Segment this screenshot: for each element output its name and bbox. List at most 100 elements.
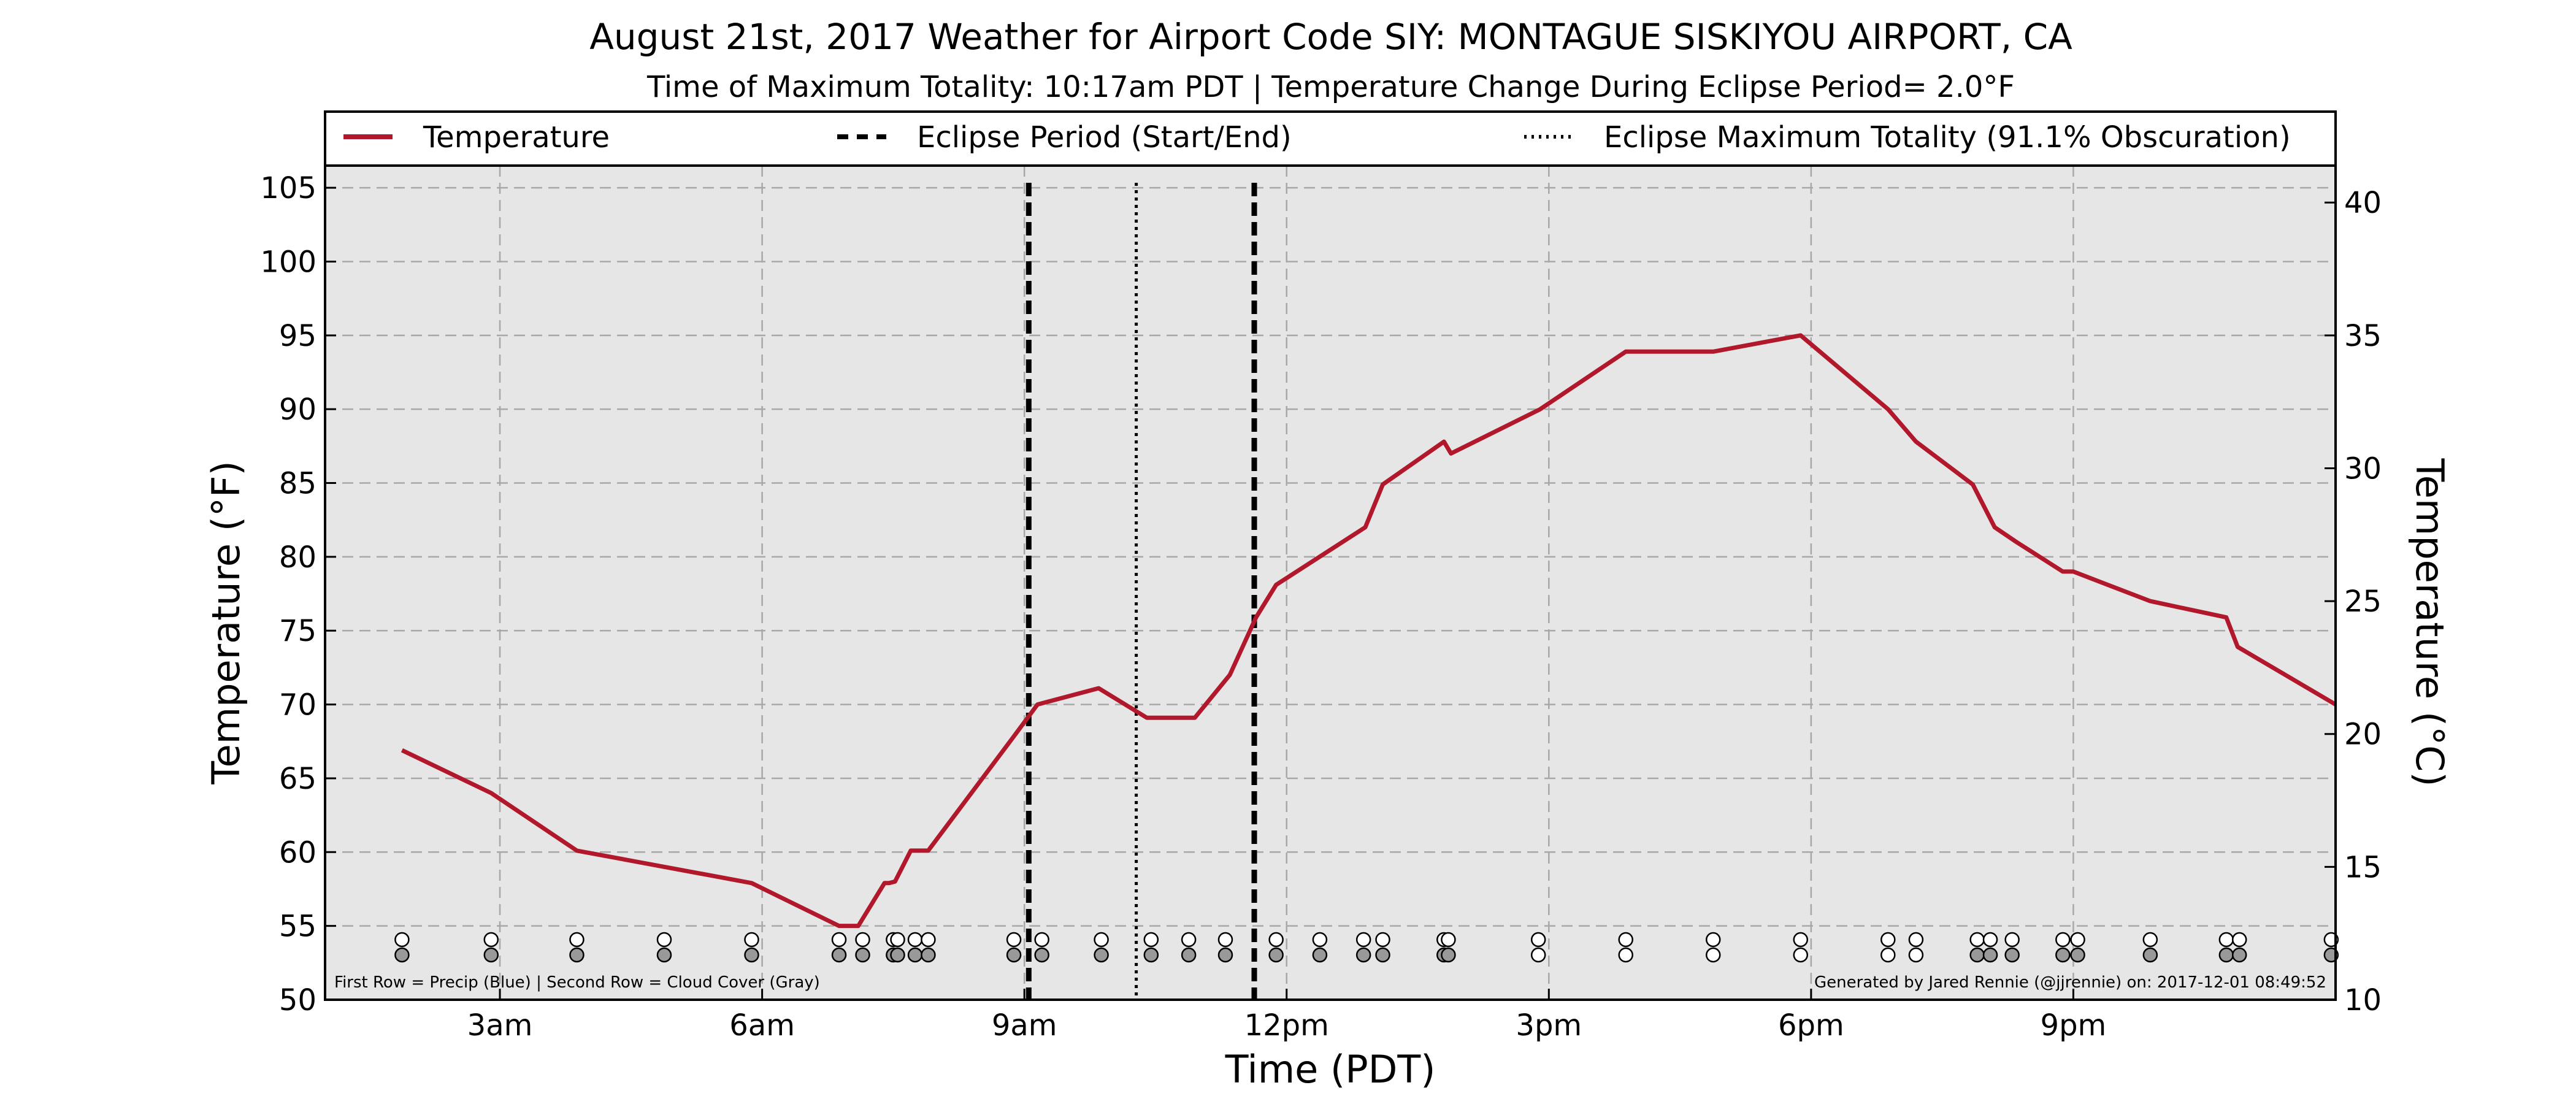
cloud-marker	[2055, 947, 2071, 963]
cloud-marker	[744, 947, 759, 963]
cloud-marker	[2231, 947, 2247, 963]
precip-marker	[394, 932, 410, 948]
precip-marker	[1618, 932, 1633, 948]
cloud-marker	[1143, 947, 1159, 963]
grid-lines	[325, 166, 2336, 1000]
x-tick-label: 12pm	[1244, 1008, 1329, 1043]
y-tick-label: 55	[279, 910, 316, 944]
precip-marker	[890, 932, 905, 948]
temperature-line	[401, 333, 2337, 929]
cloud-marker-clear	[1618, 947, 1633, 963]
y-right-tick-label: 40	[2344, 186, 2382, 220]
precip-marker	[855, 932, 870, 948]
chart-subtitle: Time of Maximum Totality: 10:17am PDT | …	[646, 70, 2015, 104]
y-right-tick-label: 20	[2344, 718, 2382, 752]
cloud-marker	[890, 947, 905, 963]
x-tick-label: 6am	[729, 1008, 795, 1043]
precip-marker	[2004, 932, 2020, 948]
cloud-marker	[855, 947, 870, 963]
cloud-marker	[1355, 947, 1371, 963]
precip-marker	[1793, 932, 1809, 948]
cloud-marker-clear	[1705, 947, 1721, 963]
y-tick-label: 85	[279, 467, 316, 501]
legend-label-temperature: Temperature	[423, 120, 610, 155]
cloud-marker-clear	[1530, 947, 1546, 963]
y-tick-label: 75	[279, 614, 316, 648]
precip-marker	[656, 932, 672, 948]
cloud-marker	[2218, 947, 2234, 963]
y-tick-label: 95	[279, 319, 316, 353]
precip-marker	[1441, 932, 1456, 948]
cloud-marker	[569, 947, 585, 963]
precip-marker	[1355, 932, 1371, 948]
cloud-marker	[2070, 947, 2085, 963]
precip-marker	[1143, 932, 1159, 948]
precip-marker	[1094, 932, 1109, 948]
precip-marker	[1268, 932, 1284, 948]
precip-marker	[831, 932, 847, 948]
precip-marker	[483, 932, 499, 948]
y-tick-label: 105	[260, 171, 316, 205]
y-axis-label-right: Temperature (°C)	[2407, 458, 2452, 786]
y-tick-label: 80	[279, 540, 316, 575]
legend-label-eclipse-max: Eclipse Maximum Totality (91.1% Obscurat…	[1604, 120, 2291, 155]
cloud-marker	[2004, 947, 2020, 963]
x-tick-label: 9pm	[2041, 1008, 2107, 1043]
y-tick-label: 90	[279, 393, 316, 427]
x-tick-label: 9am	[992, 1008, 1057, 1043]
y-tick-label: 50	[279, 983, 316, 1018]
y-axis-label-left: Temperature (°F)	[204, 461, 248, 784]
cloud-marker	[1034, 947, 1049, 963]
precip-marker	[1908, 932, 1924, 948]
y-right-tick-label: 35	[2344, 319, 2382, 353]
x-tick-label: 6pm	[1778, 1008, 1844, 1043]
y-right-tick-label: 30	[2344, 451, 2382, 486]
observation-rows	[394, 932, 2339, 963]
cloud-marker	[1181, 947, 1197, 963]
cloud-marker-clear	[1880, 947, 1896, 963]
cloud-marker	[656, 947, 672, 963]
cloud-marker	[921, 947, 936, 963]
cloud-marker	[1375, 947, 1390, 963]
eclipse-markers	[1025, 183, 1257, 1000]
precip-marker	[1217, 932, 1233, 948]
cloud-marker	[1312, 947, 1328, 963]
precip-marker	[1181, 932, 1197, 948]
precip-marker	[569, 932, 585, 948]
y-right-tick-label: 10	[2344, 983, 2382, 1018]
cloud-marker	[1006, 947, 1022, 963]
x-tick-label: 3am	[467, 1008, 533, 1043]
y-right-tick-label: 25	[2344, 585, 2382, 619]
legend: Temperature Eclipse Period (Start/End) E…	[343, 120, 2291, 155]
axis-ticks: 50 55 60 65 70 75 80 85 90 95 100 105 3am 6am 9am 12pm 3…	[260, 171, 2382, 1043]
precip-marker	[2055, 932, 2071, 948]
precip-marker	[1969, 932, 1985, 948]
footnote-right: Generated by Jared Rennie (@jjrennie) on…	[1814, 973, 2326, 992]
cloud-marker	[394, 947, 410, 963]
y-right-tick-label: 15	[2344, 850, 2382, 884]
cloud-marker	[1982, 947, 1998, 963]
plot-frame	[324, 110, 2337, 1001]
cloud-marker	[483, 947, 499, 963]
precip-marker	[907, 932, 923, 948]
cloud-marker	[1969, 947, 1985, 963]
precip-marker	[1375, 932, 1390, 948]
cloud-marker	[2142, 947, 2158, 963]
precip-marker	[1312, 932, 1328, 948]
precip-marker	[2070, 932, 2085, 948]
cloud-marker-clear	[1908, 947, 1924, 963]
cloud-marker-clear	[1793, 947, 1809, 963]
cloud-marker	[1268, 947, 1284, 963]
footnote-left: First Row = Precip (Blue) | Second Row =…	[334, 973, 820, 992]
precip-marker	[2218, 932, 2234, 948]
legend-label-eclipse-period: Eclipse Period (Start/End)	[917, 120, 1292, 155]
precip-marker	[1530, 932, 1546, 948]
precip-marker	[1982, 932, 1998, 948]
precip-marker	[744, 932, 759, 948]
y-tick-label: 65	[279, 762, 316, 796]
plot-area	[325, 166, 2336, 1000]
chart-title: August 21st, 2017 Weather for Airport Co…	[589, 16, 2072, 58]
cloud-marker	[1441, 947, 1456, 963]
x-tick-label: 3pm	[1516, 1008, 1582, 1043]
